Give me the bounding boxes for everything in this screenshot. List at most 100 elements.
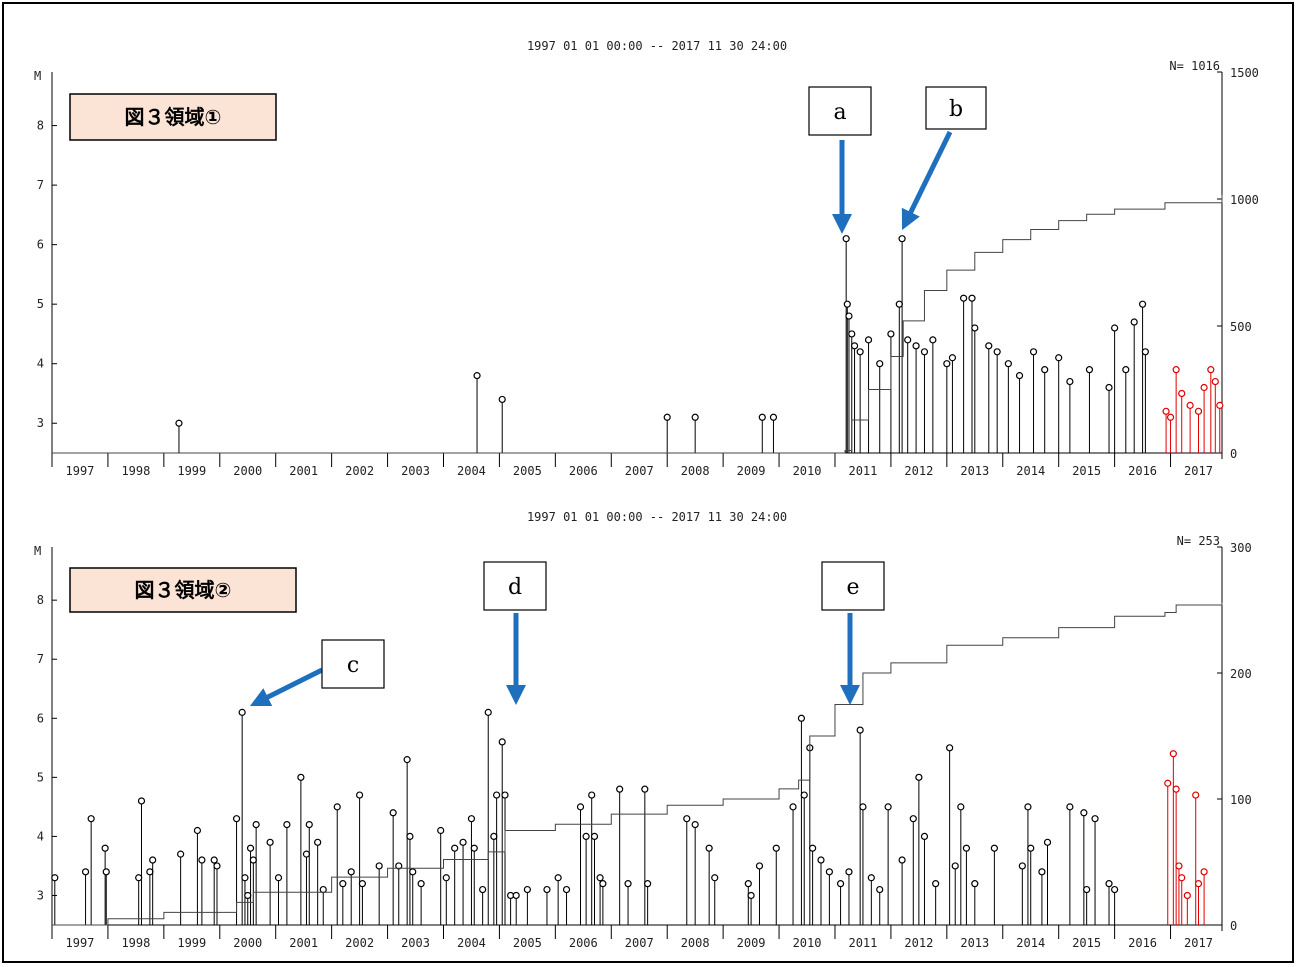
y-tick-label: 4 [37, 357, 44, 371]
event-point [951, 862, 959, 870]
event-point [971, 324, 979, 332]
event-point [283, 820, 291, 829]
event-point [1015, 372, 1024, 380]
event-point [232, 815, 241, 823]
x-tick-label: 2003 [401, 464, 430, 478]
panel-badge [69, 93, 277, 141]
event-point [512, 891, 520, 900]
event-point [590, 832, 599, 841]
event-point [836, 880, 845, 888]
event-point [501, 791, 509, 799]
x-tick-label: 1997 [66, 464, 95, 478]
event-point [758, 413, 766, 421]
event-point [904, 336, 912, 344]
event-point [1141, 348, 1149, 356]
event-point [705, 844, 713, 852]
event-point [1200, 383, 1208, 392]
event-point [210, 856, 218, 864]
x-tick-label: 2009 [737, 936, 766, 950]
x-tick-label: 2011 [848, 936, 877, 950]
y-tick-label: 5 [37, 297, 44, 311]
event-point [990, 844, 998, 852]
event-point [266, 838, 274, 846]
event-point [1138, 300, 1147, 308]
x-tick-label: 1998 [121, 936, 150, 950]
event-point [395, 862, 403, 870]
x-tick-label: 2010 [793, 464, 822, 478]
x-tick-label: 2012 [904, 936, 933, 950]
event-point [1041, 366, 1049, 374]
event-point [1194, 880, 1203, 888]
x-tick-label: 2007 [625, 936, 654, 950]
y-tick-label: 3 [37, 888, 44, 902]
event-point [912, 342, 920, 350]
event-point [403, 756, 411, 764]
event-point [319, 885, 327, 894]
event-point [971, 880, 979, 888]
event-point [193, 826, 202, 835]
x-tick-label: 2017 [1184, 464, 1213, 478]
y2-tick-label: 100 [1230, 793, 1252, 807]
event-point [498, 395, 506, 404]
x-tick-label: 2008 [681, 936, 710, 950]
event-point [867, 874, 875, 882]
event-point [842, 235, 850, 243]
event-point [960, 294, 968, 302]
event-point [1211, 377, 1219, 386]
event-point [1004, 360, 1012, 368]
event-point [845, 312, 853, 320]
event-point [1105, 383, 1113, 392]
count-label: N= 1016 [1169, 59, 1220, 73]
y-axis-label: M [34, 544, 41, 558]
event-point [252, 820, 260, 829]
x-tick-label: 1998 [121, 464, 150, 478]
event-point [691, 820, 699, 829]
x-tick-label: 2015 [1072, 464, 1101, 478]
annotation-label: c [347, 653, 359, 678]
event-point [467, 815, 476, 823]
event-point [876, 885, 884, 894]
event-point [554, 874, 562, 882]
x-tick-label: 1999 [177, 464, 206, 478]
event-point [314, 838, 322, 846]
event-point [1130, 318, 1138, 326]
y2-tick-label: 200 [1230, 667, 1252, 681]
x-tick-label: 2016 [1128, 936, 1157, 950]
event-point [1194, 407, 1203, 415]
event-point [490, 832, 498, 841]
annotation-label: a [833, 100, 846, 125]
x-tick-label: 2001 [289, 464, 318, 478]
event-point [1111, 885, 1119, 894]
event-point [305, 820, 313, 829]
chart-title: 1997 01 01 00:00 -- 2017 11 30 24:00 [527, 39, 787, 53]
event-point [389, 809, 397, 817]
event-point [895, 300, 903, 308]
event-point [946, 744, 954, 752]
y-tick-label: 4 [37, 829, 44, 843]
event-point [1027, 844, 1035, 852]
event-point [177, 850, 185, 858]
event-point [1066, 377, 1074, 386]
event-point [755, 862, 764, 870]
x-tick-label: 2004 [457, 936, 486, 950]
event-point [1207, 366, 1215, 374]
event-point [1066, 803, 1074, 811]
annotation-box [808, 86, 872, 136]
event-point [848, 330, 856, 338]
event-point [1183, 891, 1191, 900]
event-point [968, 294, 976, 302]
event-point [198, 856, 206, 864]
x-tick-label: 2012 [904, 464, 933, 478]
event-point [347, 868, 355, 876]
event-point [523, 885, 531, 894]
x-tick-label: 2002 [345, 936, 374, 950]
event-point [825, 868, 833, 876]
event-point [769, 413, 778, 421]
event-point [51, 874, 59, 882]
event-point [562, 885, 571, 894]
event-point [246, 844, 255, 852]
event-point [909, 815, 917, 823]
x-tick-label: 2006 [569, 936, 598, 950]
y-tick-label: 7 [37, 652, 44, 666]
